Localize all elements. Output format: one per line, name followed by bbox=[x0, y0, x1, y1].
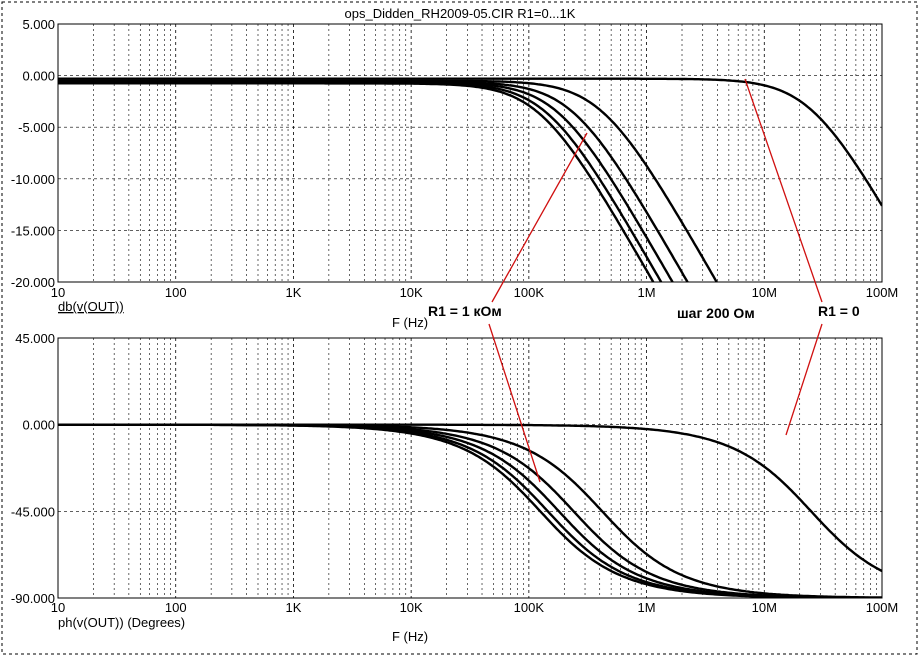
y-tick-label: 45.000 bbox=[15, 331, 55, 346]
y-tick-label: 0.000 bbox=[22, 69, 55, 84]
y-tick-label: -45.000 bbox=[11, 504, 55, 519]
phase-plot: 10 100 1K 10K 100K 1M 10M 100M 45.000 0.000 -45.00… bbox=[11, 331, 898, 644]
annotations: R1 = 1 кОм шаг 200 Ом R1 = 0 bbox=[428, 78, 860, 483]
x-tick-label: 10K bbox=[400, 600, 423, 615]
x-tick-label: 10 bbox=[51, 600, 65, 615]
x-tick-label: 1M bbox=[638, 600, 656, 615]
annotation-step: шаг 200 Ом bbox=[677, 305, 755, 321]
x-tick-label: 100M bbox=[866, 600, 899, 615]
x-tick-label: 1K bbox=[285, 285, 301, 300]
plot-frame bbox=[57, 337, 883, 599]
series-line bbox=[58, 423, 882, 598]
chart-title: ops_Didden_RH2009-05.CIR R1=0...1K bbox=[345, 6, 576, 21]
x-tick-label: 100 bbox=[165, 600, 187, 615]
y-tick-label: -20.000 bbox=[11, 275, 55, 290]
y-tick-label: -90.000 bbox=[11, 591, 55, 606]
y-axis-label: db(v(OUT)) bbox=[58, 299, 124, 314]
annotation-r1-0: R1 = 0 bbox=[818, 303, 860, 319]
plot-frame bbox=[57, 23, 883, 283]
x-tick-label: 10 bbox=[51, 285, 65, 300]
annotation-line bbox=[744, 78, 823, 303]
annotation-line bbox=[491, 132, 588, 303]
x-tick-label: 100M bbox=[866, 285, 899, 300]
annotation-line bbox=[488, 323, 541, 483]
y-tick-label: -15.000 bbox=[11, 223, 55, 238]
x-tick-label: 1M bbox=[638, 285, 656, 300]
x-tick-label: 100 bbox=[165, 285, 187, 300]
annotation-line bbox=[785, 323, 823, 436]
x-axis-label: F (Hz) bbox=[392, 315, 428, 330]
y-tick-label: 5.000 bbox=[22, 17, 55, 32]
magnitude-plot: 10 100 1K 10K 100K 1M 10M 100M 5.000 0.000 -5.000 -… bbox=[11, 17, 899, 330]
y-tick-label: -10.000 bbox=[11, 172, 55, 187]
x-axis-label: F (Hz) bbox=[392, 629, 428, 644]
x-tick-label: 1K bbox=[285, 600, 301, 615]
y-tick-label: 0.000 bbox=[22, 418, 55, 433]
y-axis-label: ph(v(OUT)) (Degrees) bbox=[58, 615, 185, 630]
y-tick-label: -5.000 bbox=[18, 120, 55, 135]
x-tick-label: 10M bbox=[752, 285, 777, 300]
annotation-r1-1k: R1 = 1 кОм bbox=[428, 303, 502, 319]
series-line bbox=[58, 82, 655, 282]
x-tick-label: 10K bbox=[400, 285, 423, 300]
series-line bbox=[58, 77, 882, 207]
x-tick-label: 10M bbox=[752, 600, 777, 615]
x-tick-label: 100K bbox=[514, 285, 545, 300]
x-tick-label: 100K bbox=[514, 600, 545, 615]
